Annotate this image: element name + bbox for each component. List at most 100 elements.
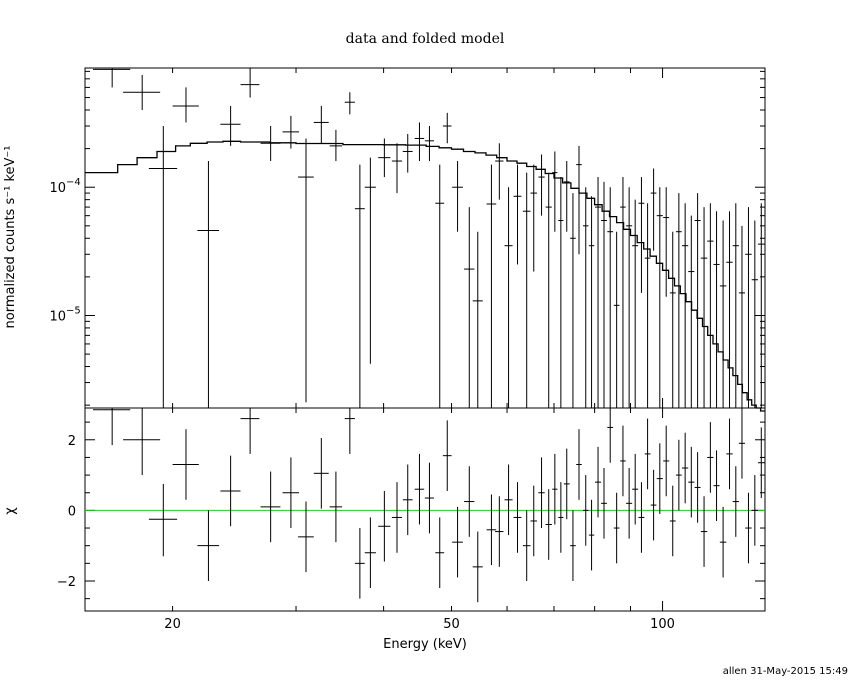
bottom-y-tick-label: 2 [68, 434, 76, 449]
residual-data-point [713, 450, 720, 521]
spectrum-data-point [726, 211, 733, 408]
bottom-y-axis-label: χ [3, 507, 18, 515]
residual-data-point [707, 422, 714, 493]
top-y-axis-label: normalized counts s⁻¹ keV⁻¹ [3, 146, 18, 329]
residual-data-point [464, 466, 475, 537]
residual-data-point [588, 499, 595, 571]
residual-panel: 20 50 100 −2 0 2 [57, 407, 766, 632]
residual-data-point [329, 471, 343, 543]
spectrum-data-point [123, 74, 161, 110]
spectrum-data-point [513, 164, 522, 265]
spectrum-data-point [669, 231, 676, 408]
residual-data-point [638, 482, 645, 553]
spectrum-data-point [663, 187, 670, 297]
residual-data-point [402, 464, 413, 536]
spectrum-data-point [329, 129, 343, 162]
residual-data-point [570, 510, 576, 581]
residual-data-point [172, 429, 199, 500]
residual-data-point [620, 425, 626, 497]
residual-data-point [663, 425, 670, 497]
spectrum-data-point [197, 161, 220, 408]
spectrum-data-point [713, 211, 720, 408]
bottom-y-tick-label: −2 [57, 575, 76, 590]
residual-data-point [726, 418, 733, 490]
spectrum-data-point [452, 161, 463, 232]
residual-data-point [378, 490, 391, 562]
spectrum-data-point [148, 126, 178, 408]
spectrum-data-point [558, 177, 564, 408]
spectrum-data-point [732, 203, 739, 408]
x-tick-label: 100 [650, 617, 675, 632]
spectrum-data-point [552, 151, 558, 232]
spectrum-data-point [588, 196, 595, 408]
residual-data-point [669, 485, 676, 557]
spectrum-data-point [472, 231, 483, 408]
spectrum-data-point [688, 215, 695, 408]
residual-data-point [751, 475, 758, 546]
spectrum-data-point [694, 193, 701, 408]
top-y-tick-label: 10 [49, 181, 66, 196]
residual-data-point [354, 528, 365, 599]
spectrum-data-point [656, 187, 663, 408]
x-tick-label: 50 [443, 617, 460, 632]
spectrum-data-point [495, 143, 504, 200]
residual-data-point [504, 464, 513, 536]
top-y-tick-exponent: −4 [66, 177, 81, 188]
residual-data-point [563, 448, 570, 520]
spectrum-data-point [530, 164, 537, 272]
spectrum-data-point [464, 207, 475, 408]
residual-data-point [626, 468, 633, 539]
spectrum-data-point [707, 203, 714, 408]
spectrum-data-point [682, 203, 689, 408]
spectrum-data-point [751, 220, 758, 408]
spectrum-data-point [504, 187, 513, 408]
spectrum-data-point [582, 187, 589, 408]
residual-data-point [313, 438, 329, 509]
residual-data-point [613, 492, 620, 564]
spectrum-data-point [486, 164, 497, 408]
residual-data-point [424, 462, 434, 534]
spectrum-data-point [700, 207, 708, 408]
residual-data-point [486, 494, 497, 566]
spectrum-data-point [364, 157, 376, 364]
residual-data-point [414, 453, 425, 525]
spectrum-data-point [93, 68, 131, 88]
top-y-tick-label: 10 [49, 309, 66, 324]
spectrum-data-point [220, 105, 241, 146]
spectrum-data-point [344, 92, 355, 115]
folded-model-line [85, 140, 765, 412]
residual-data-point [688, 446, 695, 518]
top-plot-frame [84, 67, 766, 409]
residual-data-point [530, 485, 537, 557]
timestamp-footer: allen 31-May-2015 15:49 [723, 666, 848, 677]
residual-data-point [364, 517, 376, 589]
residual-data-point [682, 432, 689, 504]
spectrum-data-point [354, 164, 365, 408]
spectrum-data-point [522, 172, 531, 408]
residual-data-point [522, 510, 531, 581]
bottom-plot-frame [84, 407, 766, 612]
residual-data-point [694, 452, 701, 523]
spectrum-data-point [757, 203, 765, 408]
spectrum-data-point [298, 138, 314, 403]
x-axis-label: Energy (keV) [383, 637, 467, 652]
residual-data-point [675, 439, 682, 511]
residual-data-point [282, 457, 300, 529]
residual-data-point [650, 469, 657, 541]
spectrum-data-point [240, 68, 260, 98]
residual-data-point [700, 496, 708, 567]
residual-data-point [435, 517, 445, 589]
spectrum-data-point [391, 143, 403, 194]
residual-data-point [601, 468, 607, 539]
residual-data-point [745, 492, 752, 564]
spectrum-panel: 10−410−5 [49, 67, 766, 412]
residual-data-point [738, 408, 746, 479]
residual-data-point [576, 429, 582, 500]
residual-data-point [197, 510, 220, 581]
x-tick-label: 20 [164, 617, 181, 632]
residual-data-point [220, 455, 241, 527]
residual-data-point [757, 427, 765, 499]
spectrum-data-point [632, 199, 639, 408]
residual-data-point [607, 408, 614, 463]
